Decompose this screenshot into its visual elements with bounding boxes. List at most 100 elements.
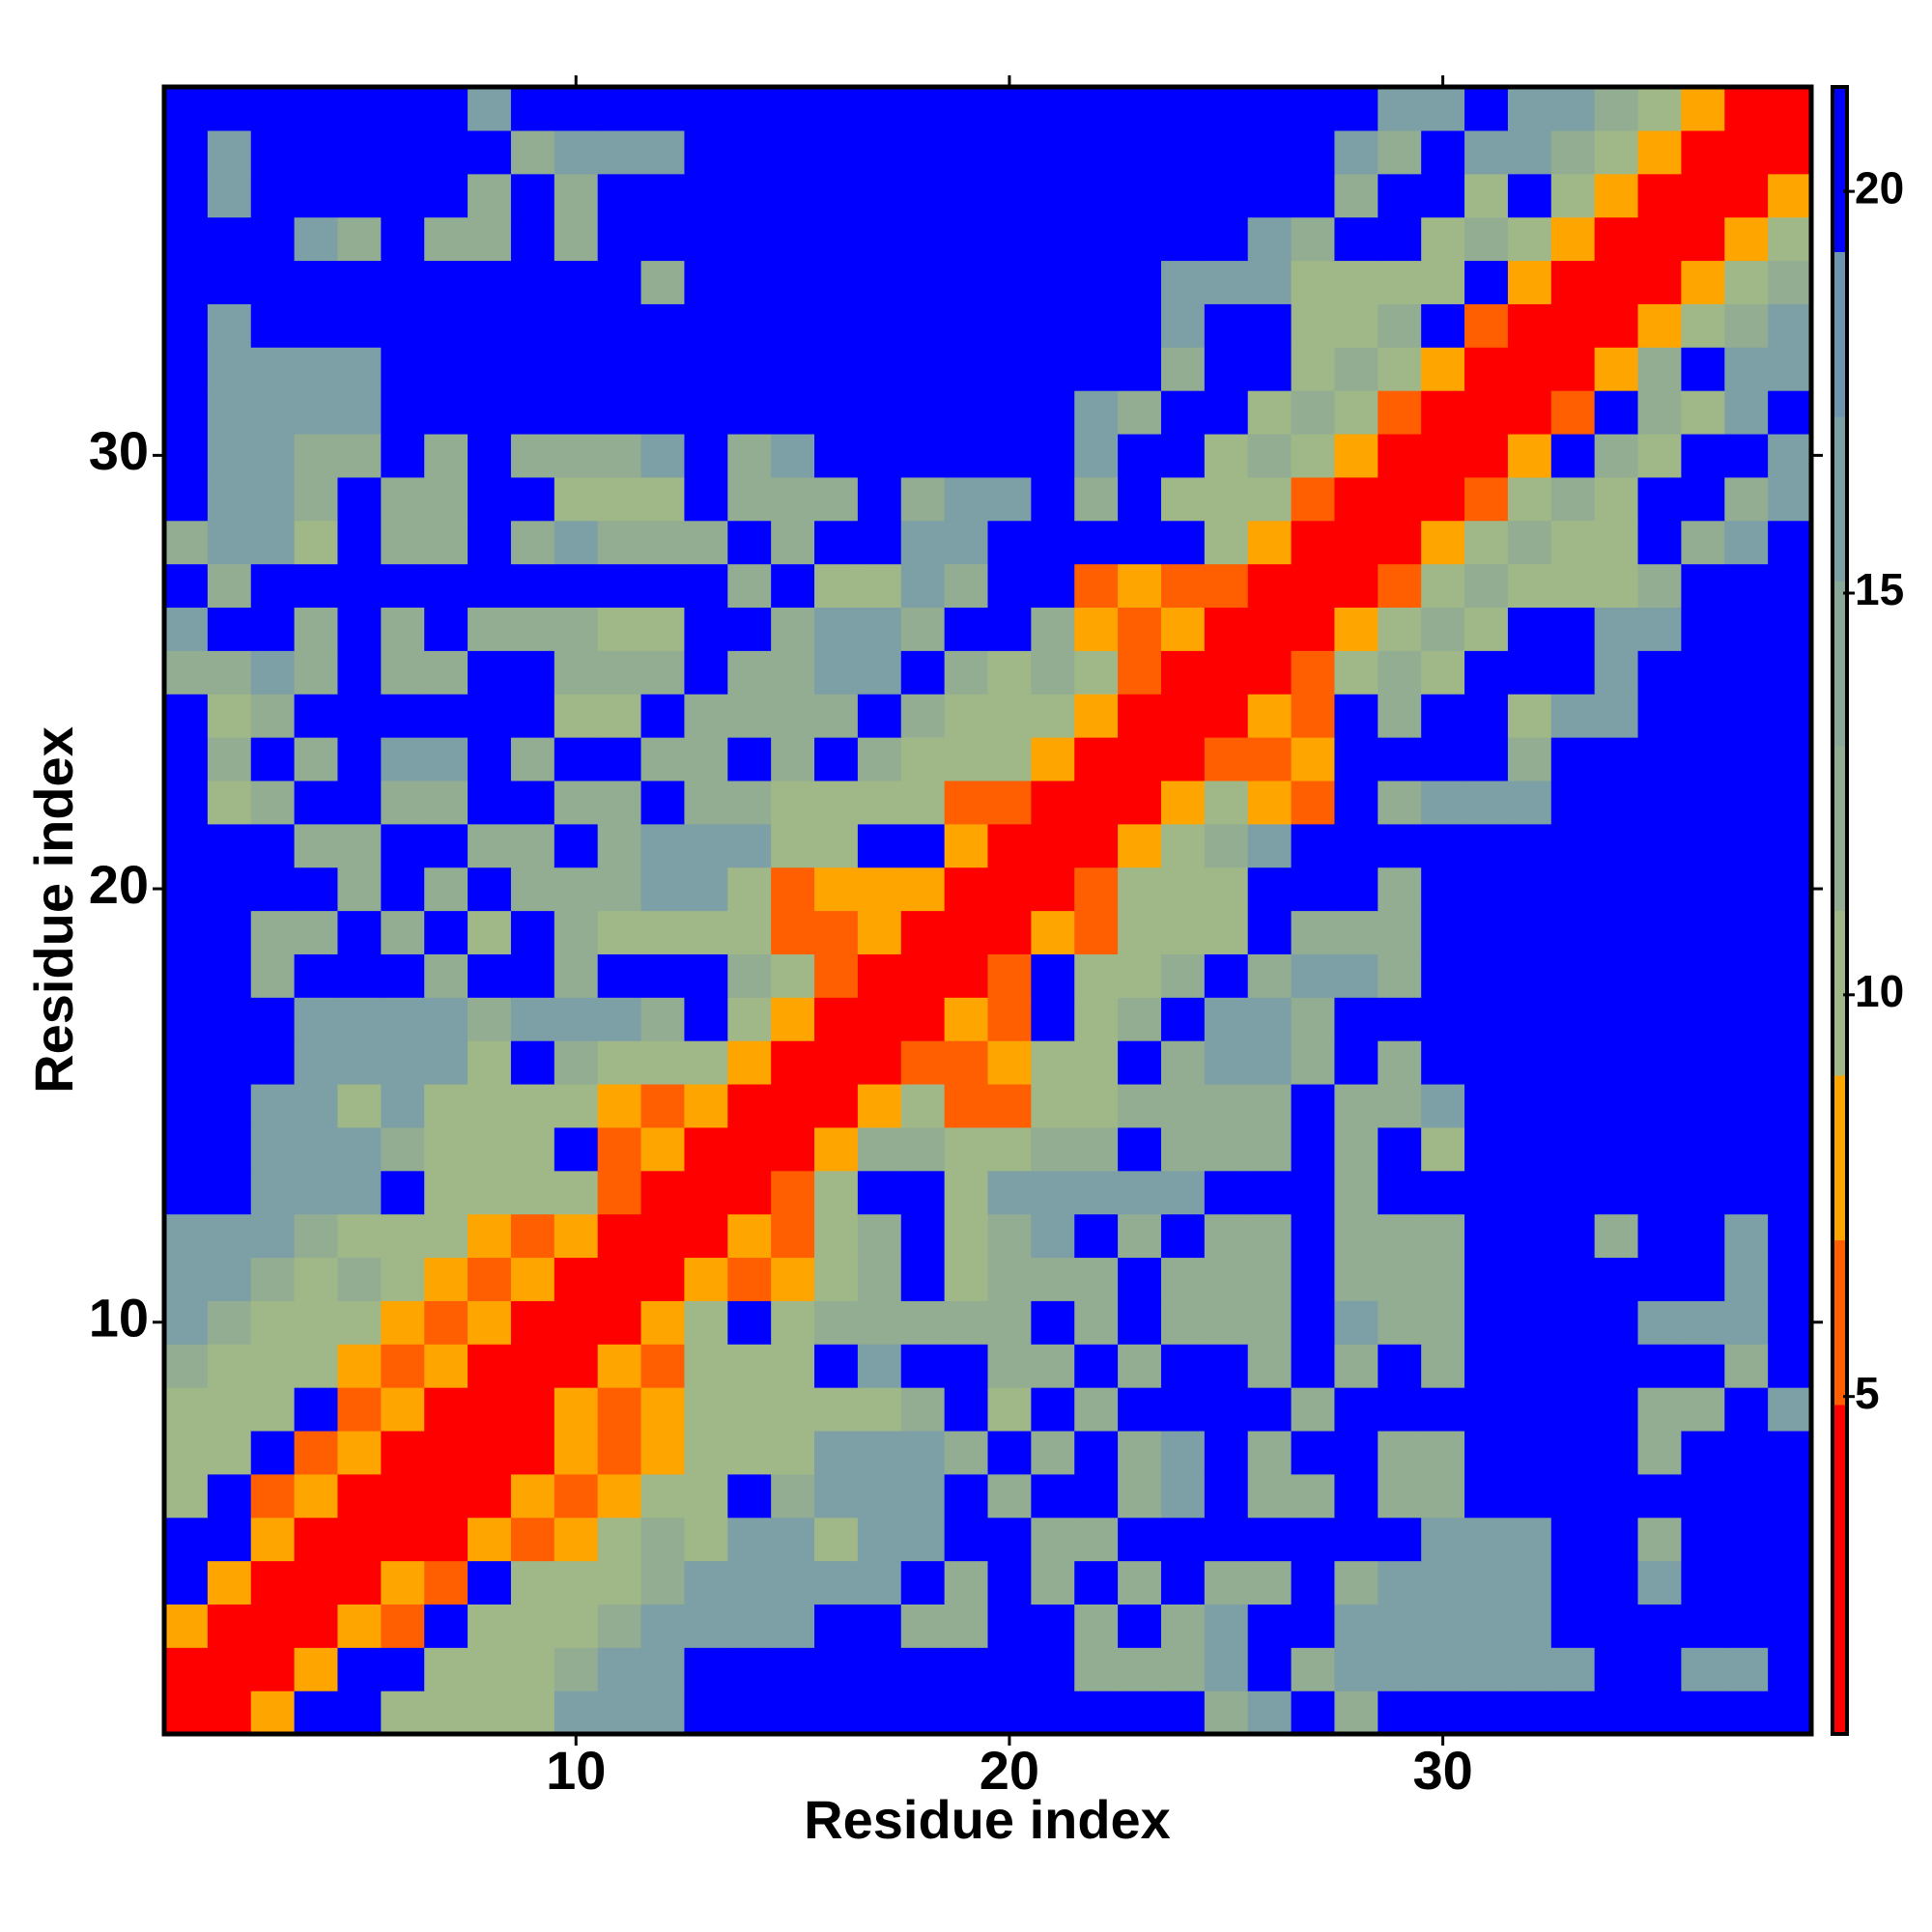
- heatmap-cell: [1334, 997, 1378, 1041]
- heatmap-cell: [294, 737, 339, 781]
- heatmap-cell: [468, 563, 512, 609]
- heatmap-cell: [1507, 607, 1552, 651]
- heatmap-cell: [1160, 1300, 1206, 1345]
- heatmap-cell: [597, 1213, 642, 1259]
- heatmap-cell: [1378, 1473, 1422, 1519]
- heatmap-cell: [381, 260, 425, 304]
- heatmap-cell: [250, 780, 296, 825]
- heatmap-cell: [1031, 694, 1075, 738]
- heatmap-cell: [337, 910, 382, 954]
- heatmap-cell: [1464, 650, 1509, 695]
- heatmap-cell: [468, 1387, 512, 1432]
- heatmap-cell: [1550, 563, 1596, 609]
- heatmap-cell: [1594, 260, 1639, 304]
- heatmap-cell: [250, 1690, 296, 1735]
- heatmap-cell: [1031, 1344, 1075, 1388]
- heatmap-cell: [771, 953, 815, 998]
- heatmap-cell: [1421, 1257, 1465, 1301]
- heatmap-cell: [684, 607, 728, 651]
- heatmap-cell: [987, 303, 1032, 348]
- heatmap-cell: [1550, 347, 1596, 391]
- heatmap-cell: [1291, 216, 1336, 262]
- heatmap-cell: [1507, 650, 1552, 695]
- heatmap-cell: [900, 737, 946, 781]
- heatmap-cell: [337, 1387, 382, 1432]
- heatmap-cell: [1550, 1430, 1596, 1475]
- heatmap-cell: [381, 476, 425, 522]
- heatmap-cell: [1724, 260, 1769, 304]
- heatmap-cell: [1681, 1344, 1725, 1388]
- heatmap-cell: [1204, 129, 1249, 175]
- heatmap-cell: [1031, 997, 1075, 1041]
- heatmap-cell: [597, 1040, 642, 1085]
- heatmap-cell: [640, 737, 686, 781]
- heatmap-cell: [1421, 1213, 1465, 1259]
- heatmap-cell: [900, 433, 946, 478]
- heatmap-cell: [1378, 1517, 1422, 1562]
- heatmap-cell: [640, 910, 686, 954]
- heatmap-cell: [1074, 1647, 1119, 1691]
- heatmap-cell: [1247, 737, 1293, 781]
- heatmap-cell: [1334, 1344, 1378, 1388]
- heatmap-cell: [1464, 216, 1509, 262]
- heatmap-cell: [1031, 433, 1075, 478]
- heatmap-cell: [1724, 823, 1769, 868]
- heatmap-cell: [1160, 563, 1206, 609]
- heatmap-cell: [1507, 1473, 1552, 1519]
- heatmap-cell: [1724, 1257, 1769, 1301]
- heatmap-cell: [250, 173, 296, 218]
- heatmap-cell: [554, 1430, 599, 1475]
- heatmap-cell: [1594, 1690, 1639, 1735]
- heatmap-cell: [207, 1604, 252, 1648]
- heatmap-cell: [554, 650, 599, 695]
- heatmap-cell: [424, 737, 469, 781]
- heatmap-cell: [1378, 1126, 1422, 1172]
- heatmap-cell: [1507, 910, 1552, 954]
- heatmap-cell: [207, 1344, 252, 1388]
- heatmap-cell: [597, 1517, 642, 1562]
- heatmap-cell: [510, 953, 555, 998]
- heatmap-cell: [640, 780, 686, 825]
- heatmap-cell: [294, 1430, 339, 1475]
- heatmap-cell: [1074, 997, 1119, 1041]
- heatmap-cell: [857, 173, 902, 218]
- heatmap-cell: [1594, 1560, 1639, 1605]
- heatmap-cell: [597, 737, 642, 781]
- heatmap-cell: [1031, 780, 1075, 825]
- heatmap-cell: [944, 260, 989, 304]
- heatmap-cell: [468, 476, 512, 522]
- heatmap-cell: [987, 87, 1032, 131]
- heatmap-cell: [468, 129, 512, 175]
- heatmap-cell: [1247, 347, 1293, 391]
- heatmap-cell: [1247, 1604, 1293, 1648]
- heatmap-cell: [1204, 347, 1249, 391]
- heatmap-cell: [1681, 823, 1725, 868]
- heatmap-cell: [1637, 347, 1682, 391]
- heatmap-cell: [987, 520, 1032, 565]
- heatmap-cell: [468, 1517, 512, 1562]
- heatmap-cell: [900, 1604, 946, 1648]
- heatmap-cell: [468, 1213, 512, 1259]
- heatmap-cell: [1421, 390, 1465, 435]
- heatmap-cell: [1550, 1387, 1596, 1432]
- heatmap-cell: [1247, 1647, 1293, 1691]
- heatmap-cell: [771, 867, 815, 912]
- heatmap-cell: [468, 737, 512, 781]
- heatmap-cell: [1681, 1560, 1725, 1605]
- heatmap-cell: [857, 390, 902, 435]
- heatmap-cell: [1031, 173, 1075, 218]
- heatmap-cell: [1291, 1387, 1336, 1432]
- heatmap-cell: [1594, 997, 1639, 1041]
- heatmap-cell: [1681, 910, 1725, 954]
- heatmap-cell: [381, 1213, 425, 1259]
- heatmap-cell: [1291, 1040, 1336, 1085]
- heatmap-cell: [1421, 1604, 1465, 1648]
- heatmap-cell: [1031, 1560, 1075, 1605]
- heatmap-cell: [1550, 260, 1596, 304]
- heatmap-cell: [771, 780, 815, 825]
- heatmap-cell: [640, 1387, 686, 1432]
- heatmap-cell: [1594, 1344, 1639, 1388]
- heatmap-cell: [164, 1213, 209, 1259]
- heatmap-cell: [944, 1170, 989, 1215]
- heatmap-cell: [1724, 997, 1769, 1041]
